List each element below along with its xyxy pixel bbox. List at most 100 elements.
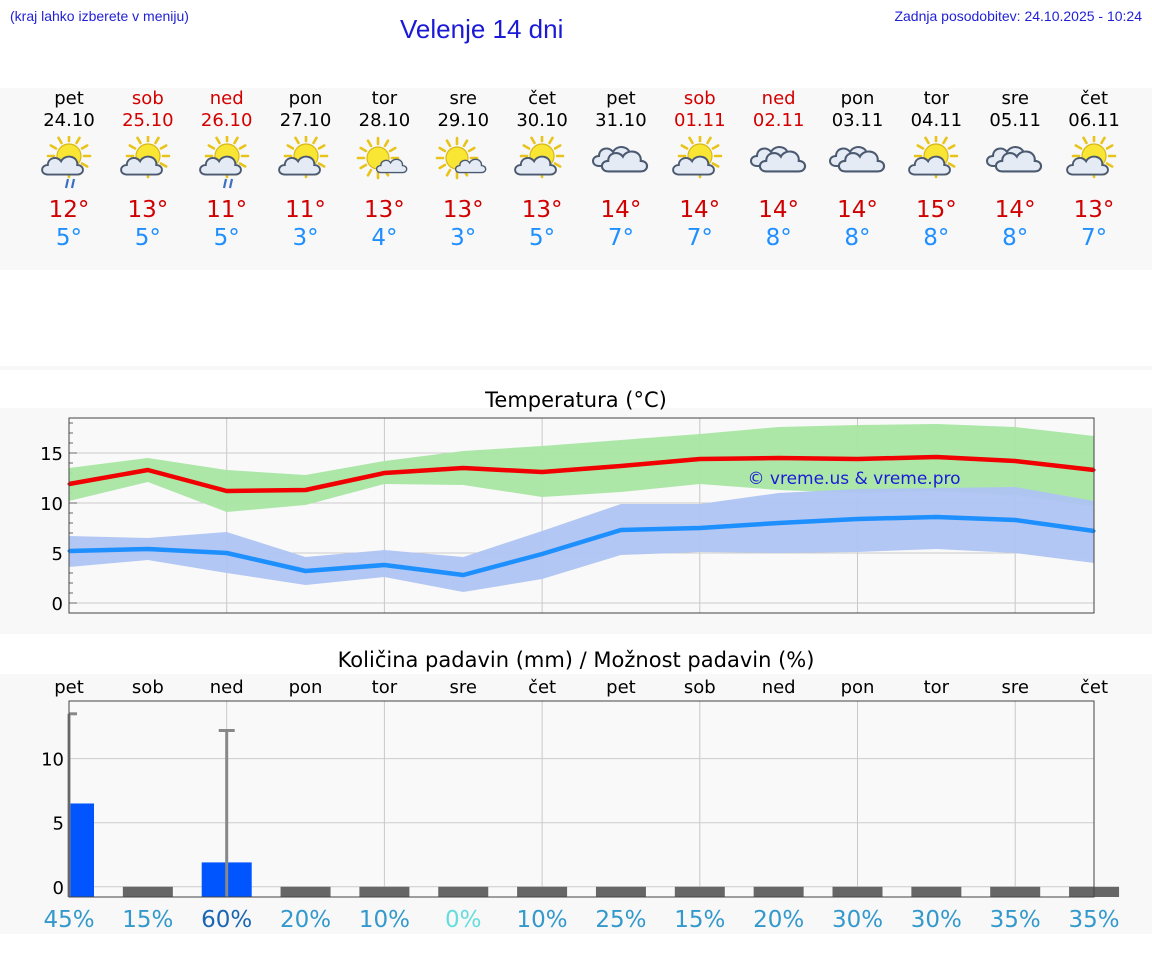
y-tick-label: 10 [40, 494, 63, 515]
sun-cloud-rain-icon [198, 136, 249, 189]
min-temperature: 8° [1002, 225, 1029, 251]
precipitation-bar [832, 886, 883, 897]
max-temperature: 13° [364, 197, 405, 223]
temperature-point [856, 517, 859, 521]
precipitation-bar [990, 886, 1041, 897]
temperature-point [698, 457, 702, 461]
temperature-point [461, 466, 465, 470]
max-temperature: 11° [285, 197, 326, 223]
day-name: sre [1001, 88, 1029, 109]
day-name: pon [288, 88, 323, 109]
x-tick-label: pet [606, 677, 636, 698]
max-temperature-line [68, 454, 1095, 494]
watermark: © vreme.us & vreme.pro [747, 469, 960, 489]
max-temperature: 14° [600, 197, 642, 223]
day-name: sob [683, 88, 716, 109]
sun-cloud-icon [1066, 136, 1117, 179]
day-date: 26.10 [200, 110, 253, 131]
temperature-point [382, 563, 386, 567]
precipitation-probability: 20% [753, 907, 804, 933]
max-temperature: 12° [48, 197, 90, 223]
temperature-point [777, 456, 781, 460]
precipitation-probability: 30% [911, 907, 962, 933]
day-column: sre 29.10 13° 3° [423, 88, 503, 252]
day-date: 29.10 [437, 110, 490, 131]
y-tick-label: 5 [53, 814, 64, 835]
day-column: sob 01.11 14° 7° [660, 88, 740, 252]
day-date: 06.11 [1068, 110, 1120, 131]
temperature-point [540, 552, 544, 556]
temperature-point [225, 489, 229, 493]
precipitation-probability: 35% [990, 907, 1041, 933]
temperature-point [382, 471, 386, 475]
x-tick-label: čet [1080, 677, 1108, 698]
day-name: pon [840, 88, 875, 109]
temperature-point [146, 468, 150, 472]
min-temperature: 3° [450, 225, 477, 251]
last-updated: Zadnja posodobitev: 24.10.2025 - 10:24 [894, 8, 1142, 24]
min-temperature: 8° [844, 225, 871, 251]
y-tick-label: 5 [52, 544, 63, 565]
day-date: 30.10 [516, 110, 568, 131]
temperature-point [461, 573, 465, 577]
day-column: sob 25.10 13° 5° [108, 88, 188, 252]
precipitation-bar [595, 886, 646, 897]
precipitation-probability: 45% [43, 907, 94, 933]
sun-small-cloud-icon [357, 136, 408, 180]
day-name: pet [54, 88, 84, 109]
day-name: ned [761, 88, 796, 109]
max-temperature: 15° [915, 197, 957, 223]
precipitation-bar [280, 886, 331, 897]
precipitation-probability: 10% [517, 907, 568, 933]
min-temperature: 8° [923, 225, 950, 251]
max-temperature: 13° [127, 197, 169, 223]
day-column: pet 31.10 14° 7° [581, 88, 661, 252]
sun-cloud-rain-icon [41, 136, 92, 189]
cloudy-icon [749, 146, 806, 173]
min-temperature: 7° [686, 225, 713, 251]
day-date: 01.11 [674, 110, 726, 131]
cloudy-icon [986, 146, 1043, 173]
x-tick-label: pet [54, 677, 84, 698]
temperature-point [856, 457, 859, 461]
sun-small-cloud-icon [435, 136, 487, 180]
sun-cloud-icon [277, 136, 328, 179]
day-date: 27.10 [279, 110, 332, 131]
x-tick-label: ned [210, 677, 244, 698]
day-date: 28.10 [358, 110, 411, 131]
min-temperature: 7° [607, 225, 634, 251]
precipitation-bar [122, 886, 173, 897]
day-name: tor [371, 88, 398, 109]
sun-cloud-icon [514, 136, 565, 179]
min-temperature: 5° [134, 225, 161, 251]
temperature-point [619, 528, 623, 532]
day-date: 24.10 [43, 110, 95, 131]
precipitation-probability: 30% [832, 907, 883, 933]
day-date: 02.11 [752, 110, 805, 131]
temperature-point [1013, 518, 1017, 522]
precipitation-bar [359, 886, 410, 897]
x-tick-label: pon [289, 677, 323, 698]
day-date: 05.11 [989, 110, 1041, 131]
temperature-point [304, 488, 308, 492]
temperature-point [1013, 459, 1017, 463]
precipitation-probability: 20% [280, 907, 331, 933]
x-tick-label: tor [372, 677, 398, 698]
max-temperature: 13° [521, 197, 563, 223]
precipitation-probability: 15% [674, 907, 725, 933]
sun-cloud-icon [120, 136, 171, 179]
min-temperature: 5° [213, 225, 240, 251]
day-date: 03.11 [831, 110, 884, 131]
temperature-point [934, 515, 938, 519]
y-tick-label: 0 [52, 594, 63, 615]
day-column: čet 30.10 13° 5° [502, 88, 582, 252]
max-temperature: 14° [758, 197, 800, 223]
day-name: čet [528, 88, 557, 109]
cloudy-icon [828, 146, 885, 173]
x-tick-label: sre [1001, 677, 1028, 698]
x-tick-label: pon [841, 677, 875, 698]
precipitation-bar [674, 886, 725, 897]
temperature-point [934, 455, 938, 459]
x-tick-label: sob [132, 677, 164, 698]
